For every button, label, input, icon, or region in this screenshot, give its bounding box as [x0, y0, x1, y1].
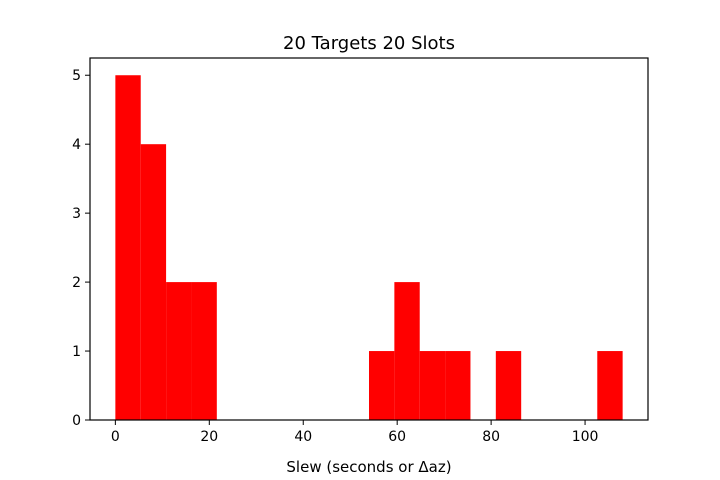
histogram-bar [369, 351, 395, 420]
x-axis-label: Slew (seconds or Δaz) [286, 458, 451, 476]
histogram-bar [597, 351, 623, 420]
y-tick-label: 3 [72, 206, 81, 222]
x-tick-label: 80 [482, 429, 500, 445]
histogram-bar [115, 75, 141, 420]
x-tick-label: 40 [294, 429, 312, 445]
y-tick-label: 5 [72, 68, 81, 84]
y-tick-label: 0 [72, 413, 81, 429]
x-tick-label: 100 [572, 429, 599, 445]
y-tick-label: 2 [72, 275, 81, 291]
histogram-bar [140, 144, 167, 420]
y-axis-ticks: 0 1 2 3 4 5 [72, 68, 90, 429]
histogram-bar [445, 351, 471, 420]
x-tick-label: 20 [200, 429, 218, 445]
y-tick-label: 1 [72, 344, 81, 360]
x-tick-label: 60 [388, 429, 406, 445]
y-tick-label: 4 [72, 137, 81, 153]
x-tick-label: 0 [111, 429, 120, 445]
histogram-bar [495, 351, 522, 420]
histogram-bar [191, 282, 217, 420]
plot-frame [89, 57, 649, 421]
histogram-bar [394, 282, 420, 420]
chart-title: 20 Targets 20 Slots [283, 33, 455, 54]
bars-group [115, 75, 623, 420]
x-axis-ticks: 0 20 40 60 80 100 [111, 420, 599, 445]
histogram-bar [166, 282, 192, 420]
histogram-bar [419, 351, 446, 420]
